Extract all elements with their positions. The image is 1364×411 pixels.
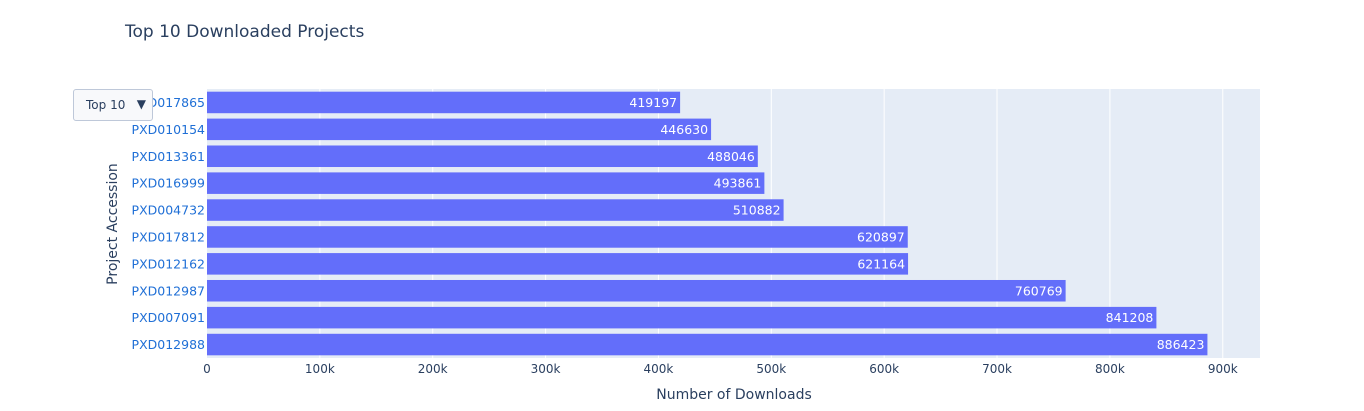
y-axis-title: Project Accession bbox=[105, 163, 121, 285]
bar-value-label: 841208 bbox=[1106, 310, 1154, 325]
y-tick-labels: PXD017865PXD010154PXD013361PXD016999PXD0… bbox=[132, 95, 205, 352]
x-tick-label: 700k bbox=[982, 362, 1012, 376]
x-tick-label: 200k bbox=[418, 362, 448, 376]
bar bbox=[207, 91, 681, 114]
dropdown-selected-value: Top 10 bbox=[86, 98, 126, 112]
x-tick-label: 800k bbox=[1095, 362, 1125, 376]
chart-title: Top 10 Downloaded Projects bbox=[125, 22, 365, 42]
bar-value-label: 446630 bbox=[660, 122, 708, 137]
bar bbox=[207, 226, 908, 248]
bar-value-labels: 419197 446630 488046 493861 510882 620897 6211… bbox=[629, 95, 1204, 352]
x-tick-label: 300k bbox=[531, 362, 561, 376]
x-tick-label: 100k bbox=[305, 362, 335, 376]
bar bbox=[207, 172, 765, 194]
x-tick-label: 500k bbox=[756, 362, 786, 376]
x-tick-label: 400k bbox=[644, 362, 674, 376]
x-tick-label: 600k bbox=[869, 362, 899, 376]
bar-value-label: 510882 bbox=[733, 203, 781, 218]
x-axis-title: Number of Downloads bbox=[656, 387, 812, 403]
bar bbox=[207, 306, 1157, 329]
y-tick-label[interactable]: PXD016999 bbox=[132, 176, 205, 191]
bar-value-label: 620897 bbox=[857, 229, 905, 244]
bar-value-label: 621164 bbox=[857, 256, 905, 271]
y-tick-label[interactable]: PXD004732 bbox=[132, 203, 205, 218]
bar-value-label: 419197 bbox=[629, 95, 677, 110]
bar-value-label: 886423 bbox=[1157, 337, 1205, 352]
bar bbox=[207, 118, 712, 141]
x-tick-labels: 0 100k 200k 300k 400k 500k 600k 700k 800k 900k bbox=[203, 362, 1238, 376]
y-tick-label[interactable]: PXD012162 bbox=[132, 256, 205, 271]
bar bbox=[207, 279, 1066, 302]
x-tick-label: 900k bbox=[1208, 362, 1238, 376]
x-tick-label: 0 bbox=[203, 362, 211, 376]
y-tick-label[interactable]: PXD017812 bbox=[132, 229, 205, 244]
bar-value-label: 760769 bbox=[1015, 283, 1063, 298]
y-tick-label[interactable]: PXD012987 bbox=[132, 283, 205, 298]
y-tick-label[interactable]: PXD007091 bbox=[132, 310, 205, 325]
triangle-down-icon: ▼ bbox=[136, 97, 146, 111]
bars bbox=[207, 91, 1208, 356]
bar bbox=[207, 199, 784, 221]
top-n-dropdown[interactable]: Top 10 ▼ bbox=[73, 89, 153, 121]
bar bbox=[207, 145, 758, 168]
y-tick-label[interactable]: PXD010154 bbox=[132, 122, 205, 137]
bar-value-label: 488046 bbox=[707, 149, 755, 164]
bar bbox=[207, 253, 909, 275]
bar bbox=[207, 333, 1208, 356]
y-tick-label[interactable]: PXD012988 bbox=[132, 337, 205, 352]
y-tick-label[interactable]: PXD013361 bbox=[132, 149, 205, 164]
bar-value-label: 493861 bbox=[714, 176, 762, 191]
